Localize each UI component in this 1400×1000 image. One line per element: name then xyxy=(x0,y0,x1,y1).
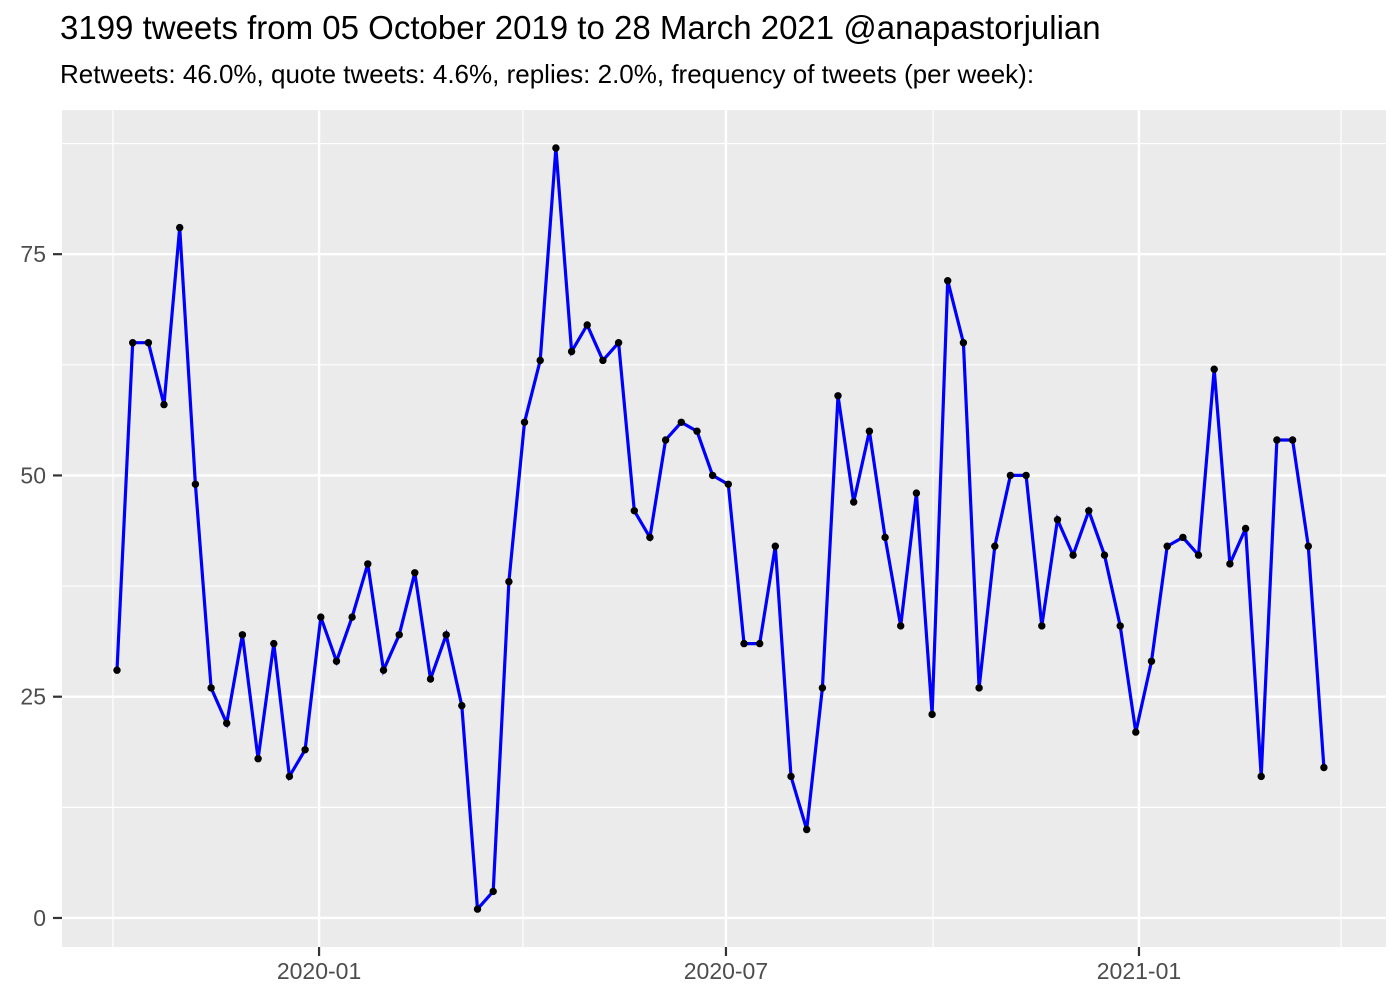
data-point xyxy=(740,639,748,648)
data-point xyxy=(207,684,215,692)
x-axis-tick-label: 2020-07 xyxy=(684,958,768,984)
data-point xyxy=(771,542,779,550)
data-point xyxy=(787,772,795,781)
data-point xyxy=(317,613,325,621)
data-point xyxy=(223,719,231,727)
data-point xyxy=(1116,622,1124,630)
data-point xyxy=(1163,542,1171,550)
data-point xyxy=(144,339,153,347)
data-point xyxy=(1006,471,1015,480)
data-point xyxy=(160,400,168,409)
data-point xyxy=(834,392,842,400)
data-point xyxy=(1273,436,1281,444)
data-point xyxy=(1226,560,1234,568)
data-point xyxy=(254,755,262,763)
chart-title: 3199 tweets from 05 October 2019 to 28 M… xyxy=(60,9,1101,46)
data-point xyxy=(1069,551,1077,559)
data-point xyxy=(599,356,607,365)
data-point xyxy=(959,339,968,347)
data-point xyxy=(238,631,247,639)
data-point xyxy=(583,321,591,329)
chart-subtitle: Retweets: 46.0%, quote tweets: 4.6%, rep… xyxy=(60,59,1035,89)
data-point xyxy=(426,675,435,683)
panel-background xyxy=(62,110,1386,947)
data-point xyxy=(756,639,764,648)
data-point xyxy=(630,507,638,515)
data-point xyxy=(991,542,999,550)
data-point xyxy=(975,684,983,692)
y-axis-tick-label: 0 xyxy=(33,905,46,931)
y-axis-tick-label: 50 xyxy=(20,462,46,488)
data-point xyxy=(489,887,497,896)
data-point xyxy=(803,825,811,834)
data-point xyxy=(364,560,372,568)
data-point xyxy=(1147,657,1156,665)
data-point xyxy=(1288,436,1297,444)
data-point xyxy=(1022,471,1030,480)
data-point xyxy=(505,577,513,586)
data-point xyxy=(865,427,874,435)
data-point xyxy=(818,684,827,692)
data-point xyxy=(1053,516,1062,524)
data-point xyxy=(944,277,952,285)
data-point xyxy=(928,710,936,719)
data-point xyxy=(614,339,623,347)
data-point xyxy=(536,356,544,365)
data-point xyxy=(1210,365,1218,373)
data-point xyxy=(332,657,341,665)
data-point xyxy=(285,772,294,781)
series-line xyxy=(115,147,1326,913)
data-point xyxy=(1320,763,1328,772)
data-point xyxy=(1194,551,1203,559)
data-point xyxy=(129,339,137,347)
data-point xyxy=(1257,772,1265,781)
data-point xyxy=(677,418,685,426)
data-point xyxy=(348,613,356,621)
data-point xyxy=(1038,622,1046,630)
data-point xyxy=(1179,533,1187,542)
data-point xyxy=(473,905,482,913)
data-point xyxy=(301,746,309,754)
data-point xyxy=(646,533,654,542)
data-point xyxy=(113,666,121,674)
data-point xyxy=(881,533,889,542)
data-point xyxy=(270,639,278,648)
data-point xyxy=(724,480,732,488)
data-point xyxy=(552,144,560,152)
data-point xyxy=(661,436,670,444)
data-point xyxy=(1132,728,1140,736)
data-point xyxy=(191,480,200,488)
data-point xyxy=(1241,524,1250,533)
data-point xyxy=(520,418,529,426)
data-point xyxy=(411,569,419,577)
x-axis-tick-label: 2021-01 xyxy=(1097,958,1181,984)
data-point xyxy=(850,498,858,506)
data-point xyxy=(1085,507,1093,515)
data-point xyxy=(379,666,388,674)
data-point xyxy=(693,427,701,435)
data-point xyxy=(395,631,403,639)
y-axis-tick-label: 25 xyxy=(20,684,46,710)
data-point xyxy=(897,622,905,630)
data-point xyxy=(176,223,184,232)
data-point xyxy=(458,701,466,710)
data-point xyxy=(1100,551,1109,559)
x-axis-tick-label: 2020-01 xyxy=(277,958,361,984)
y-axis-tick-label: 75 xyxy=(20,241,46,267)
data-point xyxy=(912,489,921,497)
data-point xyxy=(567,347,576,356)
data-point xyxy=(442,631,450,639)
data-point xyxy=(1304,542,1313,550)
data-point xyxy=(708,471,717,480)
